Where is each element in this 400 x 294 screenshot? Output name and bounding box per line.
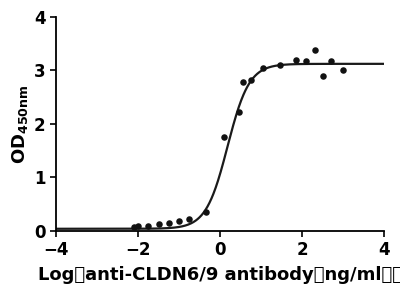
Point [135, 223, 141, 228]
X-axis label: Log（anti-CLDN6/9 antibody（ng/ml））: Log（anti-CLDN6/9 antibody（ng/ml）） [38, 266, 400, 284]
Y-axis label: OD$_\mathregular{450nm}$: OD$_\mathregular{450nm}$ [10, 84, 30, 164]
Point [293, 57, 299, 62]
Point [155, 222, 162, 227]
Point [276, 63, 283, 67]
Point [320, 73, 326, 78]
Point [176, 219, 182, 224]
Point [131, 224, 137, 229]
Point [240, 80, 246, 84]
Point [166, 220, 172, 225]
Point [312, 48, 318, 52]
Point [340, 68, 346, 73]
Point [186, 217, 192, 221]
Point [145, 223, 152, 228]
Point [303, 58, 310, 63]
Point [328, 58, 334, 63]
Point [236, 110, 242, 114]
Point [203, 210, 209, 215]
Point [221, 135, 228, 140]
Point [260, 65, 266, 70]
Point [248, 78, 254, 82]
